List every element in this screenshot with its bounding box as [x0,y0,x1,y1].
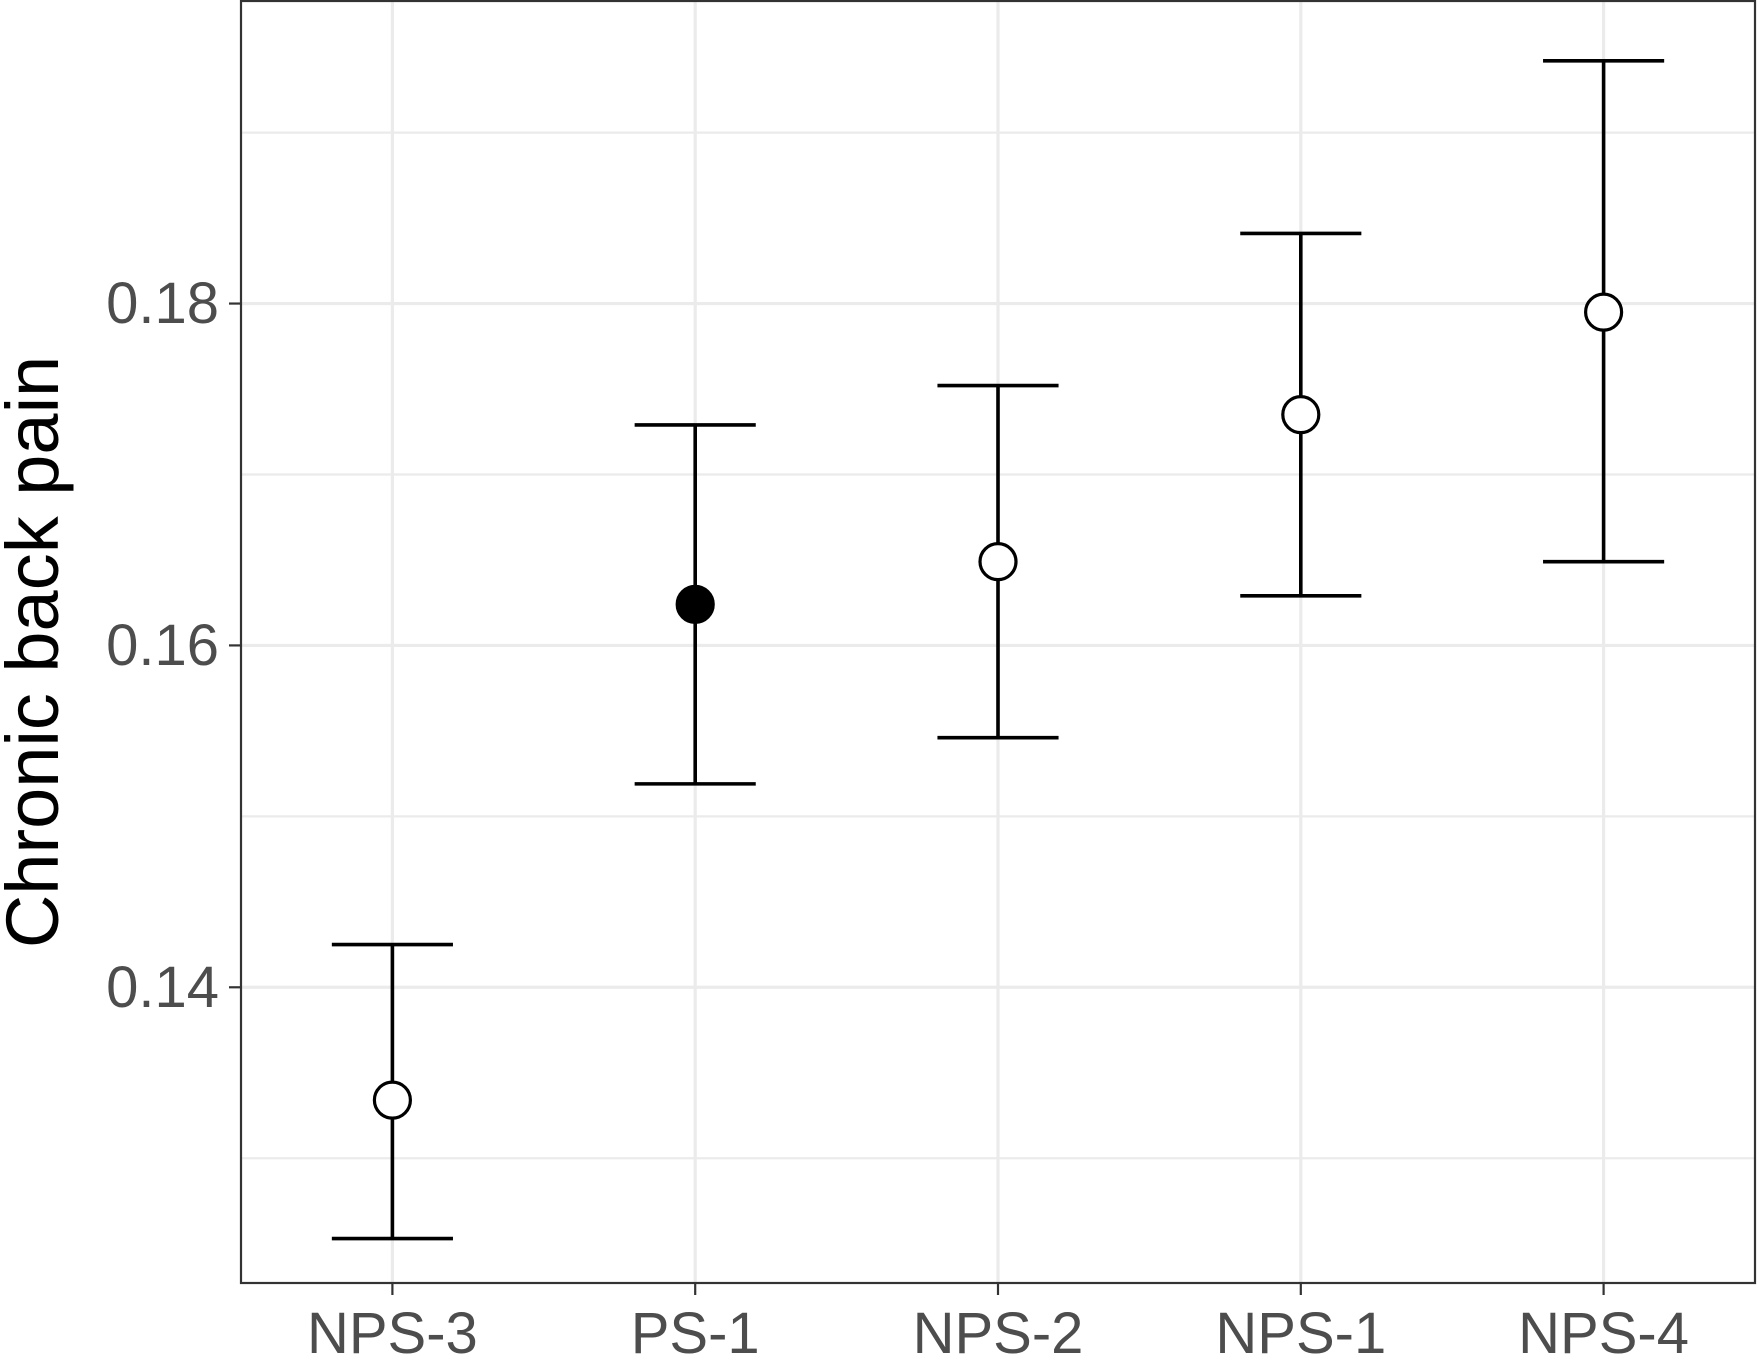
point-estimate-open [1281,395,1321,435]
x-tick-label: NPS-1 [1215,1301,1386,1354]
point-estimate-open [372,1080,412,1120]
x-tick-label: NPS-4 [1518,1301,1689,1354]
y-tick-label: 0.14 [106,955,219,1020]
y-tick-label: 0.16 [106,613,219,678]
x-tick-label: NPS-2 [913,1301,1084,1354]
y-tick-label: 0.18 [106,271,219,336]
y-axis-title: Chronic back pain [0,356,74,948]
point-estimate-open [978,542,1018,582]
data-marks [331,59,1665,1241]
axes: 0.14 0.16 0.18 NPS-3 PS-1 NPS-2 NPS-1 NPS-4 [106,271,1689,1354]
point-estimate-open [1583,292,1624,332]
point-estimate-filled [675,584,715,624]
x-tick-label: PS-1 [631,1301,760,1354]
x-tick-label: NPS-3 [307,1301,478,1354]
